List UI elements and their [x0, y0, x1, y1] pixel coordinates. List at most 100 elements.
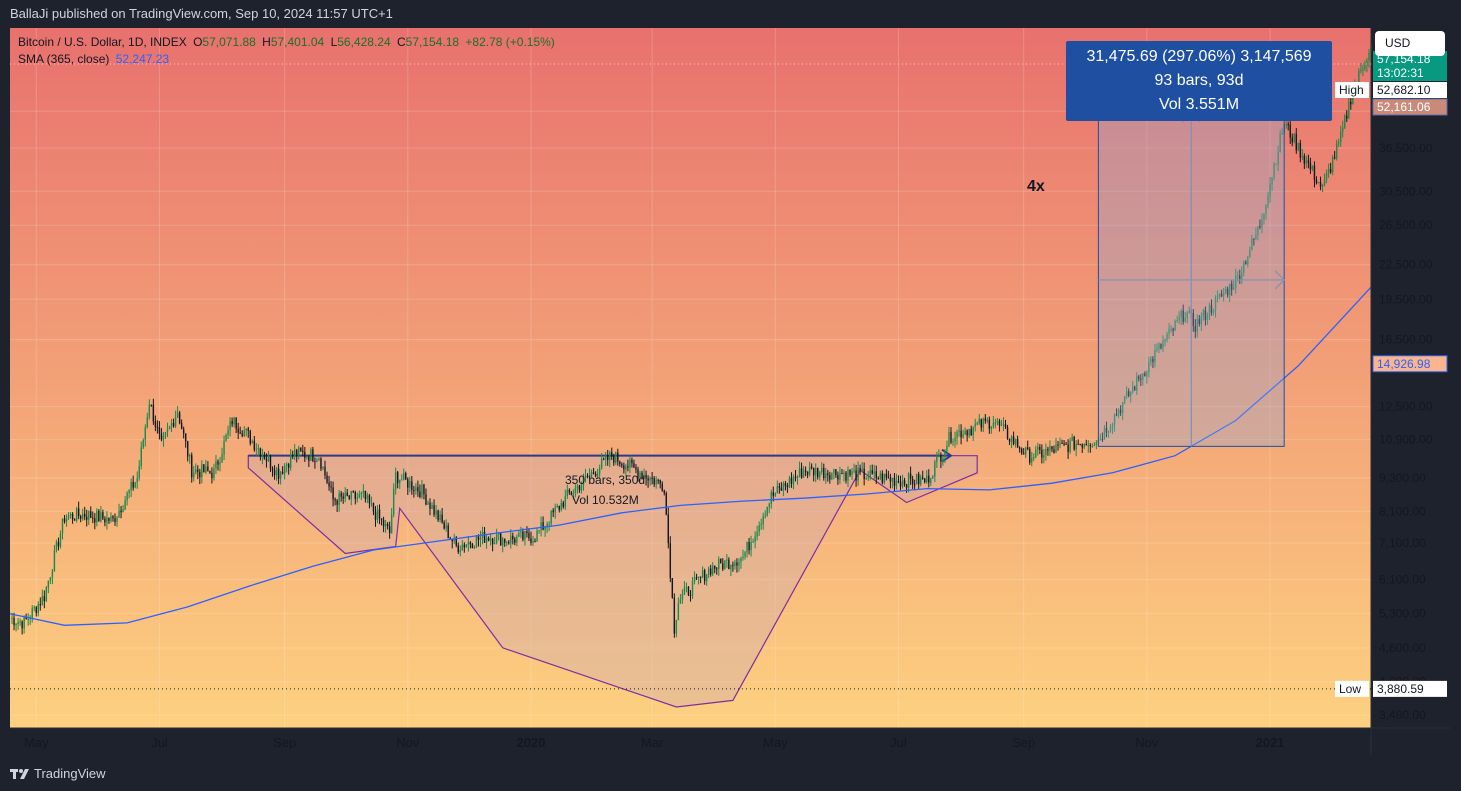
- candle-body: [1228, 283, 1231, 296]
- sma-level-tag-text: 14,926.98: [1377, 357, 1431, 371]
- candle-body: [1267, 195, 1269, 206]
- candle-body: [1004, 424, 1007, 428]
- candle-body: [495, 534, 498, 544]
- candle-body: [837, 475, 839, 480]
- candle-body: [1018, 447, 1021, 449]
- candle-body: [146, 417, 149, 428]
- candle-body: [718, 558, 720, 569]
- y-tick-label: 5,300.00: [1379, 607, 1426, 621]
- candle-body: [677, 603, 680, 621]
- y-tick-label: 8,100.00: [1379, 504, 1426, 518]
- candle-body: [1230, 283, 1233, 290]
- candle-body: [1237, 275, 1239, 277]
- candle-body: [1113, 414, 1116, 425]
- candle-body: [863, 468, 865, 480]
- candle-body: [449, 538, 451, 540]
- candle-body: [930, 478, 932, 483]
- y-tick-label: 12,500.00: [1379, 400, 1433, 414]
- candle-body: [1121, 402, 1124, 413]
- candle-body: [780, 487, 783, 491]
- candle-body: [273, 470, 276, 476]
- candle-body: [663, 490, 665, 494]
- candle-body: [978, 418, 980, 424]
- candle-body: [308, 456, 310, 461]
- candle-body: [802, 470, 805, 478]
- candle-body: [687, 586, 690, 596]
- candle-body: [1340, 131, 1342, 142]
- candle-body: [578, 485, 581, 491]
- candle-body: [1184, 317, 1186, 322]
- candle-body: [291, 454, 294, 457]
- candle-body: [122, 509, 124, 513]
- measure-right-arrowhead: [1274, 270, 1286, 290]
- candle-body: [136, 478, 138, 483]
- candle-body: [1204, 310, 1207, 320]
- candle-body: [130, 481, 132, 490]
- candle-body: [534, 540, 536, 542]
- candle-body: [673, 597, 676, 634]
- candle-body: [1006, 427, 1009, 439]
- candle-body: [1315, 180, 1318, 184]
- candle-body: [847, 469, 849, 481]
- candle-body: [845, 472, 847, 481]
- candle-body: [191, 455, 193, 478]
- low-label: Low: [1335, 680, 1369, 697]
- candle-body: [1142, 373, 1144, 380]
- candle-body: [306, 456, 308, 458]
- candle-body: [572, 492, 575, 495]
- candle-body: [699, 576, 702, 578]
- candle-body: [770, 492, 772, 504]
- candle-body: [255, 448, 258, 450]
- candle-body: [1259, 226, 1261, 228]
- candle-body: [443, 522, 445, 529]
- candle-body: [821, 467, 823, 473]
- sma-label[interactable]: SMA (365, close): [18, 52, 110, 66]
- currency-button[interactable]: USD: [1375, 31, 1445, 56]
- candle-body: [1245, 261, 1247, 265]
- candle-body: [926, 475, 928, 483]
- candle-body: [227, 429, 229, 436]
- candle-body: [1196, 318, 1199, 332]
- candle-body: [1285, 124, 1287, 126]
- candle-body: [1350, 101, 1352, 105]
- candle-body: [285, 464, 288, 466]
- candle-body: [439, 514, 441, 521]
- candle-body: [251, 440, 254, 444]
- candle-body: [261, 455, 264, 457]
- candle-body: [138, 465, 140, 479]
- candle-body: [1016, 438, 1019, 448]
- candle-body: [657, 480, 659, 482]
- y-tick-label: 30,500.00: [1379, 184, 1433, 198]
- candle-body: [869, 470, 871, 478]
- candle-body: [1166, 333, 1168, 340]
- candle-body: [94, 518, 96, 523]
- candle-body: [1065, 443, 1067, 445]
- candle-body: [962, 434, 964, 438]
- footer-brand[interactable]: TradingView: [34, 766, 106, 781]
- candle-body: [512, 535, 514, 540]
- price-chart[interactable]: 42,500.0036,500.0030,500.0026,500.0022,5…: [10, 28, 1450, 755]
- candle-body: [364, 490, 367, 499]
- candle-body: [883, 473, 886, 483]
- candle-body: [354, 492, 357, 499]
- candle-body: [562, 502, 564, 507]
- candle-body: [661, 483, 663, 491]
- x-tick-label: Jul: [890, 735, 907, 750]
- candle-body: [596, 473, 599, 477]
- candle-body: [346, 492, 348, 496]
- candle-body: [350, 491, 352, 499]
- candle-body: [100, 512, 102, 522]
- candle-body: [764, 515, 766, 517]
- candle-body: [1020, 448, 1023, 454]
- candle-body: [1109, 426, 1112, 431]
- symbol-name[interactable]: Bitcoin / U.S. Dollar, 1D, INDEX: [18, 35, 187, 49]
- candle-body: [810, 466, 813, 469]
- candle-body: [55, 542, 58, 551]
- candle-body: [1212, 310, 1215, 313]
- candle-body: [310, 449, 312, 461]
- candle-body: [43, 596, 46, 602]
- candle-body: [800, 468, 803, 478]
- candle-body: [405, 473, 407, 480]
- candle-body: [116, 517, 118, 523]
- candle-body: [964, 430, 966, 435]
